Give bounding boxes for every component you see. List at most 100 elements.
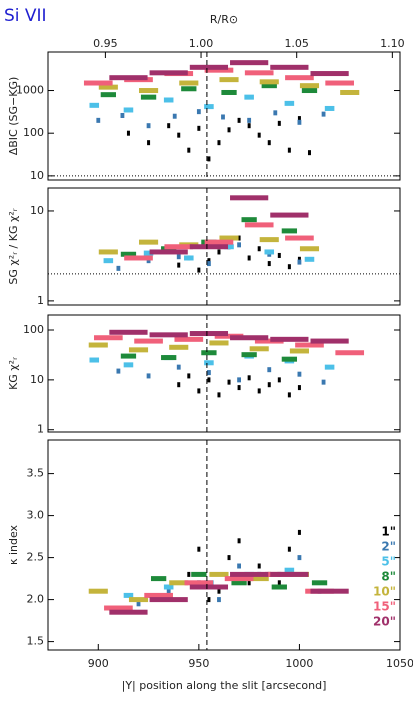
bar [267, 382, 271, 388]
bar [285, 75, 314, 81]
bar [184, 580, 214, 586]
bar [340, 89, 360, 95]
bar [207, 377, 211, 383]
bar [287, 147, 291, 153]
bar [277, 377, 281, 383]
bar [221, 114, 225, 120]
y-tick-label: 3.5 [27, 467, 45, 480]
bar [209, 571, 229, 577]
y-tick-label: 1.5 [27, 635, 45, 648]
bar [136, 601, 141, 607]
bar [207, 370, 211, 376]
y-axis-label: KG χ²ᵣ [7, 357, 20, 390]
bar [98, 84, 118, 90]
plot-frame [47, 51, 401, 181]
bar [177, 262, 181, 268]
bar [166, 588, 171, 594]
bar [161, 355, 177, 361]
bar [149, 70, 188, 76]
bar [109, 329, 148, 335]
bar [311, 580, 328, 586]
y-axis-label: κ index [7, 524, 20, 565]
bar [109, 609, 148, 615]
bar [230, 60, 269, 66]
bar [227, 127, 231, 133]
bar [169, 344, 189, 350]
y-axis-label: SG χ²ᵣ / KG χ²ᵣ [7, 208, 20, 284]
bar [259, 237, 279, 243]
bar [261, 83, 277, 89]
bar [204, 67, 234, 73]
bar [204, 104, 214, 110]
bar [217, 597, 221, 603]
bar [197, 546, 201, 552]
bar [287, 392, 291, 398]
bar [124, 255, 153, 261]
bar [98, 249, 118, 255]
bar [116, 265, 121, 271]
bar [189, 244, 229, 250]
bar [321, 111, 326, 117]
bar [143, 250, 154, 256]
bar [116, 368, 121, 374]
bar [197, 267, 201, 273]
bar [139, 239, 159, 245]
bar [227, 379, 231, 385]
bar [281, 228, 298, 234]
y-tick-label: 1 [37, 423, 44, 436]
y-tick-label: 100 [23, 323, 44, 336]
bar [244, 70, 274, 76]
bar [163, 97, 174, 103]
bar [89, 357, 100, 363]
bar [241, 352, 257, 358]
bar [237, 235, 241, 241]
bar [217, 588, 221, 594]
bar [257, 388, 261, 394]
y-tick-label: 2.5 [27, 551, 45, 564]
bar [126, 130, 130, 136]
legend-label: 2" [381, 540, 396, 554]
bar [247, 117, 252, 123]
bar [277, 580, 281, 586]
bar [123, 592, 134, 598]
bar [289, 348, 309, 354]
bar [299, 246, 320, 252]
bar [270, 571, 309, 577]
bar [221, 89, 237, 95]
bar [267, 261, 271, 267]
bar [254, 338, 284, 344]
bar [257, 246, 261, 252]
bar [207, 261, 211, 267]
x2-tick-label: 1.05 [284, 37, 309, 50]
bar [287, 264, 291, 270]
bar [264, 249, 275, 255]
bar [247, 580, 251, 586]
bar [189, 331, 229, 337]
bar [196, 109, 201, 115]
plot-frame [47, 439, 401, 651]
legend-label: 15" [373, 600, 396, 614]
bar [301, 88, 318, 94]
bar [177, 382, 181, 388]
x-axis-label: |Y| position along the slit [arcsecond] [122, 679, 327, 692]
bar [176, 254, 181, 260]
bar [237, 377, 241, 383]
bar [287, 546, 291, 552]
bar [187, 571, 191, 577]
bar [217, 249, 221, 255]
bar [249, 576, 269, 582]
bar [237, 538, 241, 544]
bar [187, 373, 191, 379]
bar [270, 64, 309, 70]
bar [128, 347, 149, 353]
bar [149, 249, 188, 255]
bar [237, 242, 241, 248]
bar [231, 580, 247, 586]
bar [207, 156, 211, 162]
bar [149, 597, 188, 603]
bar [257, 132, 261, 138]
bar [244, 94, 254, 100]
bar [176, 364, 181, 370]
bar [167, 123, 171, 129]
